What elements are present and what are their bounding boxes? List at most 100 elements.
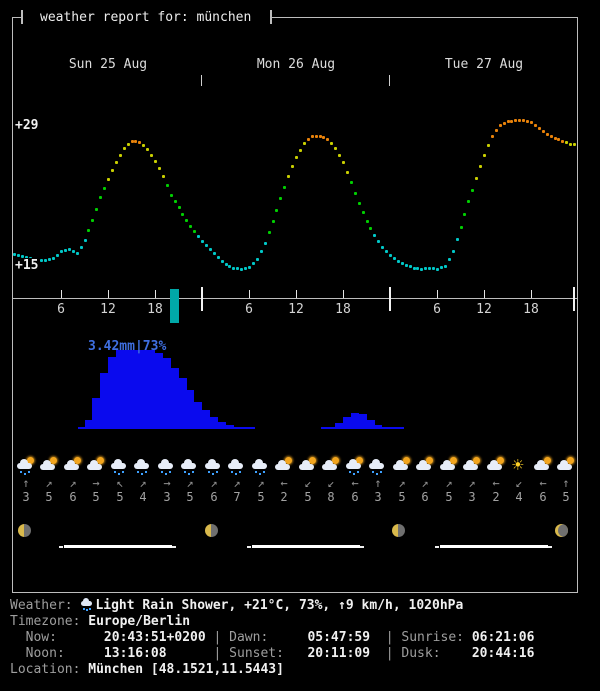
cloud-icon — [181, 459, 196, 469]
temp-dot — [299, 149, 302, 152]
temp-dot — [518, 119, 521, 122]
temp-dot — [158, 167, 161, 170]
weather-icon-rain — [156, 457, 178, 474]
axis-hour-tick — [437, 290, 438, 298]
weather-label: Weather: — [10, 598, 73, 613]
temp-dot — [420, 268, 423, 271]
temp-dot — [40, 259, 43, 262]
axis-hour-label: 12 — [100, 302, 116, 317]
temp-dot — [17, 254, 20, 257]
temp-dot — [385, 250, 388, 253]
weather-icon-sun-cloud — [320, 457, 342, 474]
sun-icon: ☀ — [511, 456, 525, 474]
wind-speed: 5 — [445, 490, 453, 504]
wind-speed: 5 — [186, 490, 194, 504]
axis-hour-label: 18 — [523, 302, 539, 317]
moon-icon-last-quarter — [392, 524, 405, 537]
temp-dot — [354, 192, 357, 195]
temp-dot — [538, 127, 541, 130]
wind-speed: 5 — [45, 490, 53, 504]
temp-dot — [166, 184, 169, 187]
temp-dot — [475, 177, 478, 180]
precip-bar — [100, 373, 108, 428]
light-rain-shower-icon — [80, 598, 95, 611]
wind-speed: 5 — [257, 490, 265, 504]
axis-end-tick — [573, 287, 575, 311]
sun-icon — [285, 457, 292, 464]
cloud-icon — [275, 460, 290, 470]
wind-arrow: ← — [351, 476, 359, 490]
temp-dot — [346, 171, 349, 174]
weather-icon-sun-cloud — [85, 457, 107, 474]
weather-icon-rain — [179, 457, 201, 474]
wind-speed: 6 — [421, 490, 429, 504]
weather-icon-sun-cloud — [461, 457, 483, 474]
sun-icon — [426, 457, 433, 464]
temp-dot — [209, 248, 212, 251]
temp-dot — [21, 255, 24, 258]
temp-dot — [193, 230, 196, 233]
temp-dot — [272, 220, 275, 223]
weather-icon-rain — [367, 457, 389, 474]
now-cursor — [170, 289, 179, 323]
cloud-icon — [322, 460, 337, 470]
temp-dot — [170, 194, 173, 197]
precip-bar — [194, 402, 202, 428]
temp-dot — [342, 161, 345, 164]
axis-hour-label: 18 — [335, 302, 351, 317]
temp-dot — [334, 147, 337, 150]
wind-speed: 4 — [515, 490, 523, 504]
axis-hour-tick — [61, 290, 62, 298]
temp-dot — [326, 138, 329, 141]
weather-icon-sun-cloud — [485, 457, 507, 474]
temp-dot — [366, 220, 369, 223]
sun-icon — [567, 457, 574, 464]
sun-icon — [497, 457, 504, 464]
wind-arrow: ↗ — [445, 476, 453, 490]
wind-speed: 3 — [374, 490, 382, 504]
wind-arrow: ↗ — [210, 476, 218, 490]
temp-dot — [68, 248, 71, 251]
page-title: weather report for: münchen — [40, 10, 252, 25]
temp-dot — [381, 246, 384, 249]
temp-dot — [295, 156, 298, 159]
wind-arrow: ↗ — [421, 476, 429, 490]
wind-speed: 3 — [468, 490, 476, 504]
temp-dot — [201, 240, 204, 243]
temp-dot — [244, 267, 247, 270]
axis-hour-label: 6 — [57, 302, 65, 317]
temp-dot — [64, 249, 67, 252]
temp-dot — [561, 140, 564, 143]
temp-dot — [565, 141, 568, 144]
weather-icon-sun-cloud — [273, 457, 295, 474]
temp-dot — [471, 189, 474, 192]
temp-dot — [307, 138, 310, 141]
weather-icon-rain — [226, 457, 248, 474]
footer-timezone-line: Timezone: Europe/Berlin — [10, 614, 190, 629]
precip-bar — [186, 390, 194, 428]
daylight-bar — [252, 545, 360, 548]
cloud-icon — [40, 460, 55, 470]
daylight-twilight-bar — [360, 546, 364, 548]
temp-dot — [131, 140, 134, 143]
cloud-icon — [111, 459, 126, 469]
sun-icon — [403, 457, 410, 464]
temp-dot — [416, 267, 419, 270]
temp-dot — [48, 258, 51, 261]
precip-bar — [343, 417, 351, 428]
sun-icon — [74, 457, 81, 464]
temp-dot — [205, 244, 208, 247]
temp-dot — [432, 267, 435, 270]
cloud-icon — [534, 460, 549, 470]
precip-bar — [359, 414, 367, 428]
temp-dot — [72, 250, 75, 253]
temp-dot — [452, 250, 455, 253]
wind-arrow: ← — [280, 476, 288, 490]
temp-dot — [510, 120, 513, 123]
sun-icon — [309, 457, 316, 464]
temp-dot — [546, 133, 549, 136]
sun-icon — [27, 457, 34, 464]
sun-icon — [356, 457, 363, 464]
precip-bar — [139, 350, 147, 428]
